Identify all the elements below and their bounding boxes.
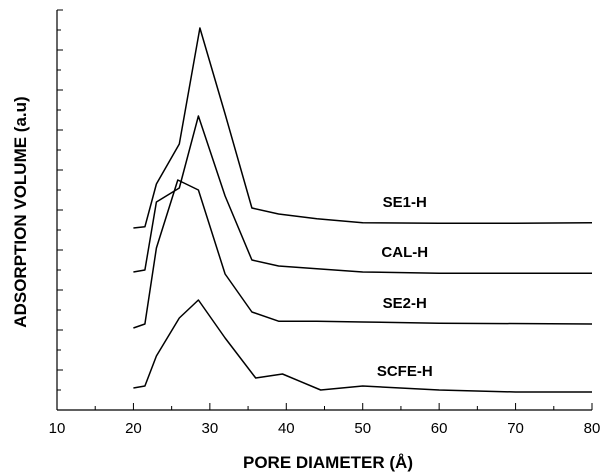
x-tick-label: 30 xyxy=(202,420,219,437)
series-label-se2-h: SE2-H xyxy=(383,295,427,312)
y-ticks xyxy=(57,9,63,411)
x-tick-label: 60 xyxy=(431,420,448,437)
series-label-cal-h: CAL-H xyxy=(381,244,428,261)
x-axis-title: PORE DIAMETER (Å) xyxy=(243,453,413,472)
x-tick-label: 70 xyxy=(507,420,524,437)
series-line-scfe-h xyxy=(133,299,592,393)
y-axis-title: ADSORPTION VOLUME (a.u) xyxy=(11,96,30,327)
series-line-cal-h xyxy=(133,115,592,274)
series-line-se1-h xyxy=(133,27,593,229)
series-label-scfe-h: SCFE-H xyxy=(377,363,433,380)
axes xyxy=(56,10,592,411)
series-group xyxy=(133,27,593,393)
x-tick-label: 50 xyxy=(354,420,371,437)
series-labels: SE1-H CAL-H SE2-H SCFE-H xyxy=(377,194,433,380)
series-label-se1-h: SE1-H xyxy=(383,194,427,211)
x-tick-label: 80 xyxy=(584,420,601,437)
x-tick-label: 20 xyxy=(125,420,142,437)
x-ticks: 10 20 30 40 50 60 70 80 xyxy=(49,403,601,437)
x-tick-label: 10 xyxy=(49,420,66,437)
x-tick-label: 40 xyxy=(278,420,295,437)
series-line-se2-h xyxy=(133,179,593,329)
